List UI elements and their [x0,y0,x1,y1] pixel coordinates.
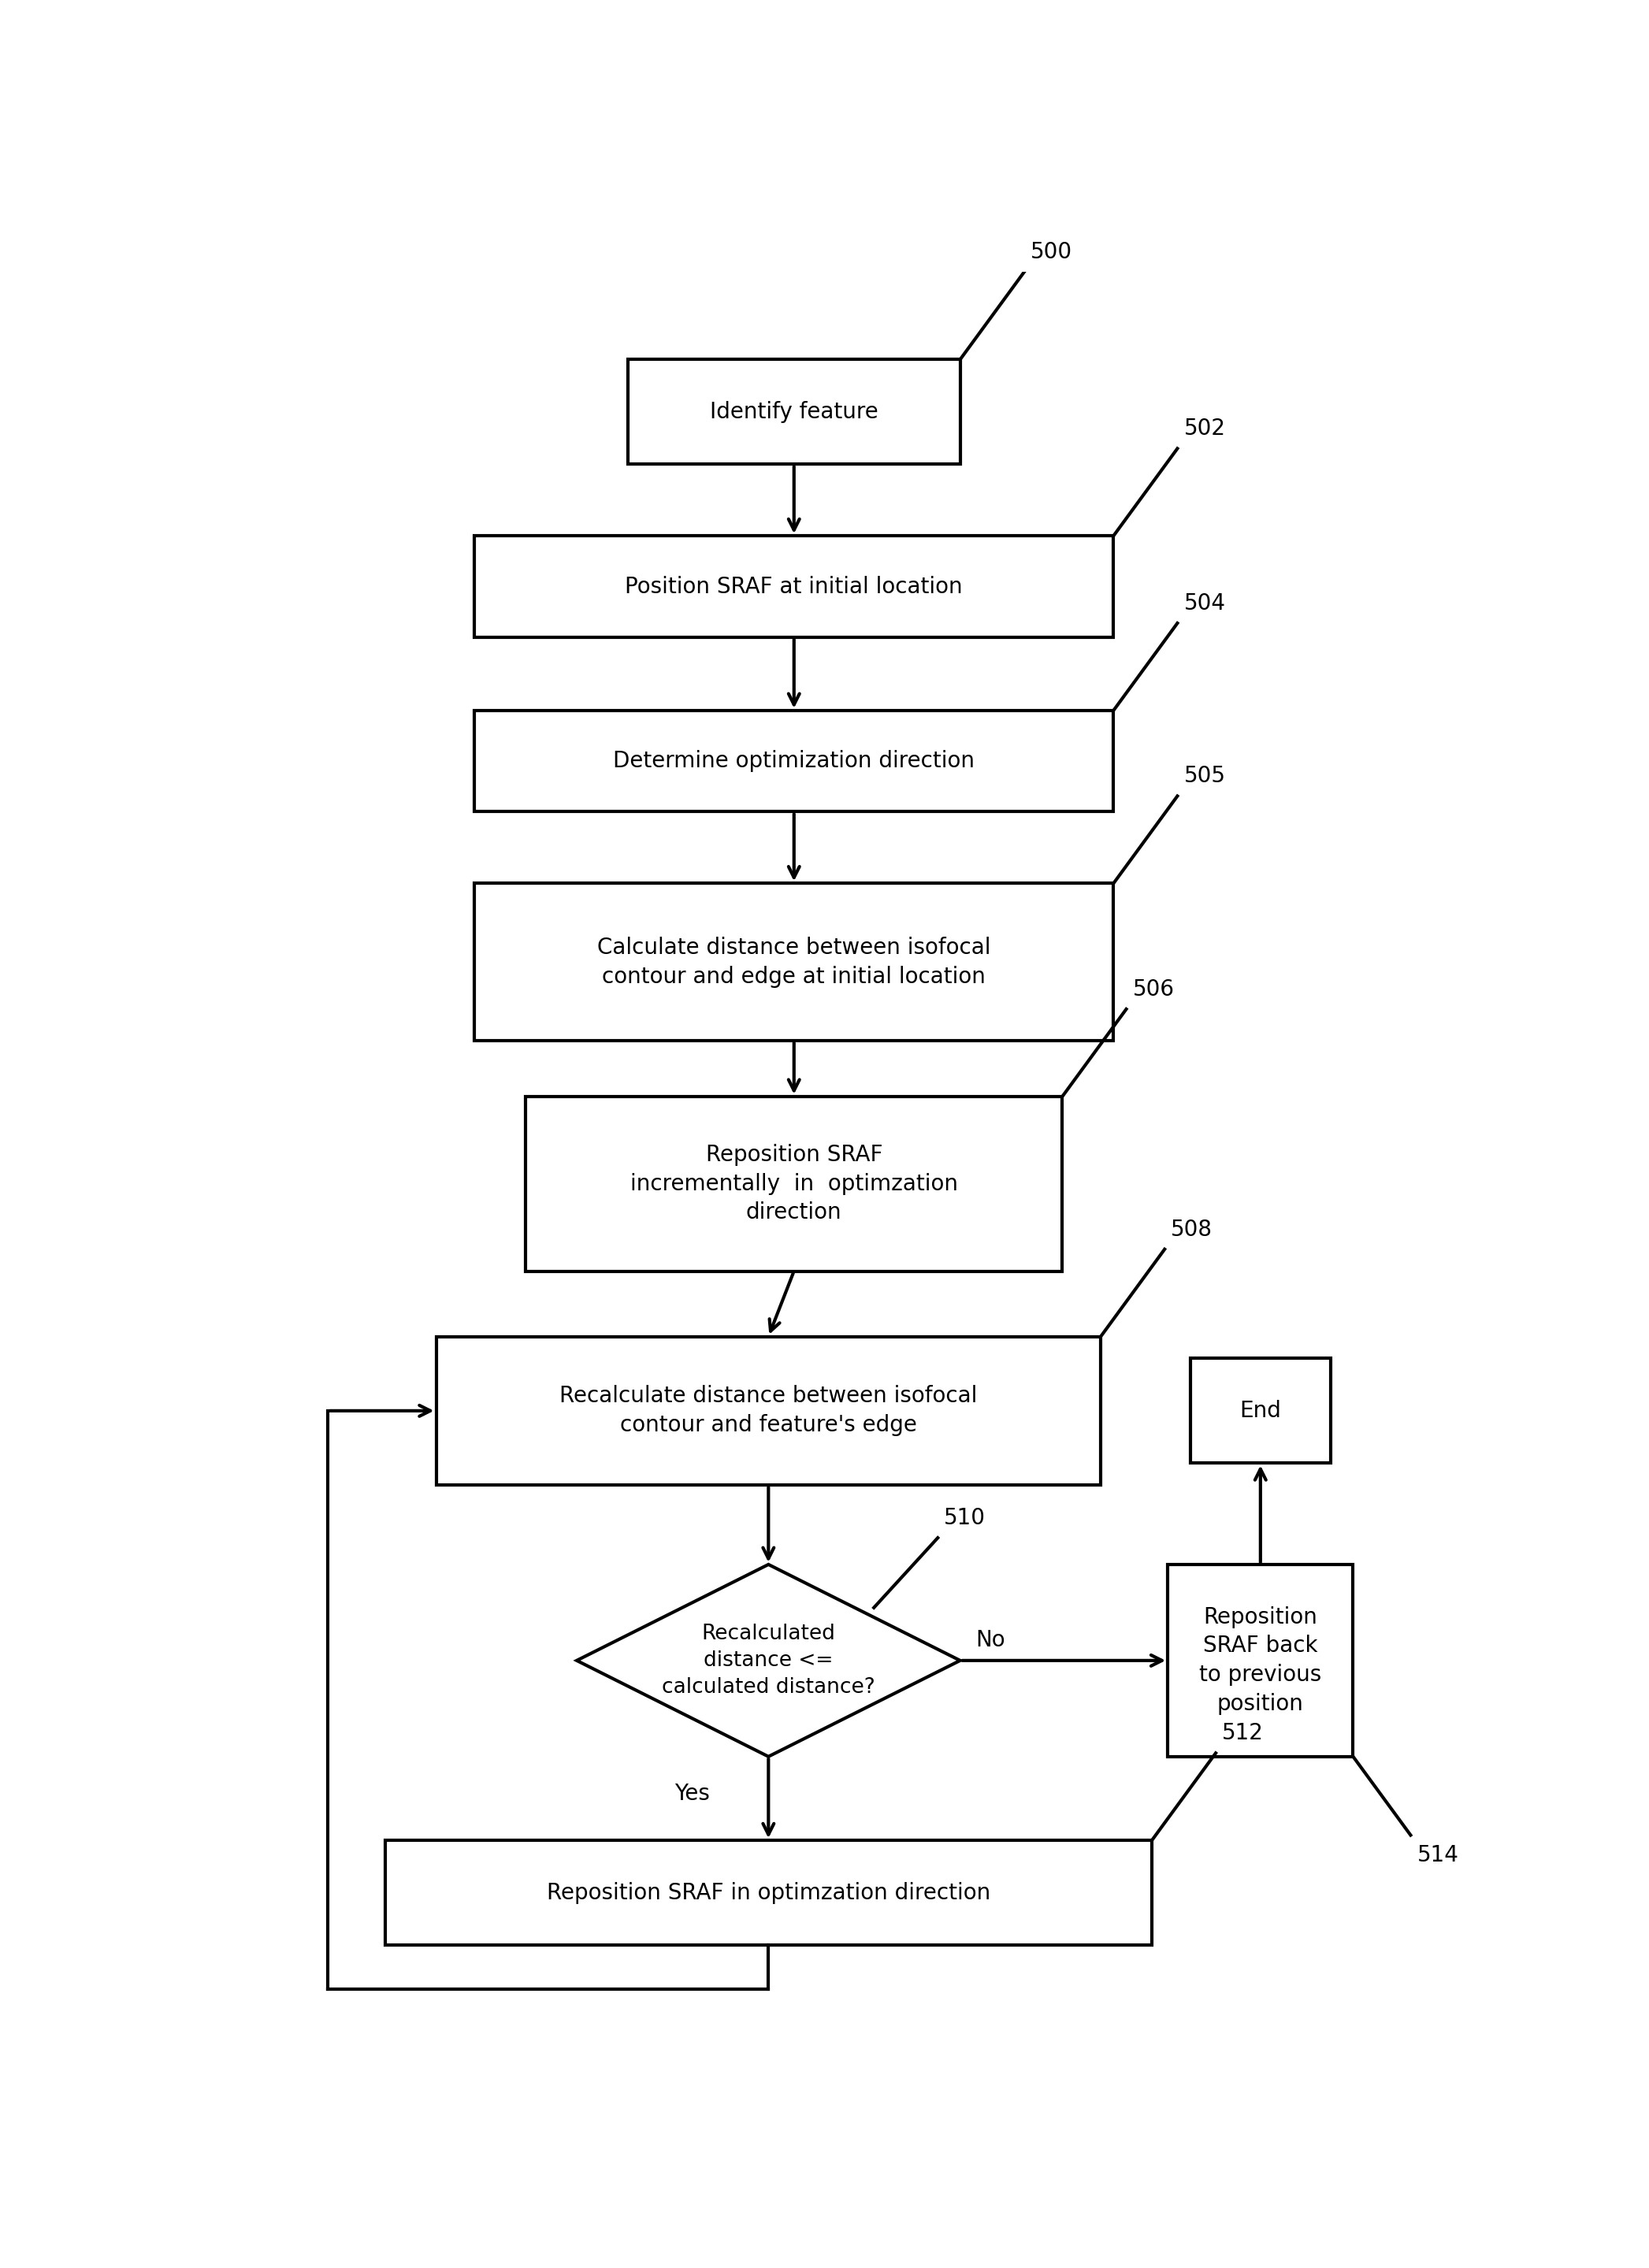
Bar [475,710,1113,812]
Bar [435,1336,1102,1486]
Bar [475,535,1113,637]
Text: No: No [976,1628,1006,1651]
Text: Calculate distance between isofocal
contour and edge at initial location: Calculate distance between isofocal cont… [597,937,991,987]
Text: 502: 502 [1184,417,1225,440]
Text: Reposition SRAF in optimzation direction: Reposition SRAF in optimzation direction [546,1882,991,1903]
Text: Identify feature: Identify feature [709,401,879,422]
Bar [384,1839,1151,1946]
Text: 504: 504 [1184,592,1225,615]
Text: Determine optimization direction: Determine optimization direction [613,751,975,771]
Text: Recalculated
distance <=
calculated distance?: Recalculated distance <= calculated dist… [661,1624,876,1696]
Text: 514: 514 [1416,1844,1459,1867]
Bar [1167,1565,1354,1758]
Text: Recalculate distance between isofocal
contour and feature's edge: Recalculate distance between isofocal co… [559,1386,978,1436]
Text: End: End [1240,1399,1281,1422]
Text: 500: 500 [1031,240,1072,263]
Text: 508: 508 [1171,1218,1212,1241]
Bar [526,1095,1062,1270]
Text: 506: 506 [1133,978,1174,1000]
Bar [475,885,1113,1041]
Text: Position SRAF at initial location: Position SRAF at initial location [625,576,963,596]
Text: 510: 510 [945,1506,986,1529]
Text: 512: 512 [1222,1721,1263,1744]
Bar [628,361,960,465]
Polygon shape [577,1565,960,1758]
Text: Yes: Yes [674,1783,709,1805]
Text: Reposition
SRAF back
to previous
position: Reposition SRAF back to previous positio… [1199,1606,1321,1715]
Text: Reposition SRAF
incrementally  in  optimzation
direction: Reposition SRAF incrementally in optimza… [630,1143,958,1225]
Text: 505: 505 [1184,764,1225,787]
Bar [1191,1359,1331,1463]
